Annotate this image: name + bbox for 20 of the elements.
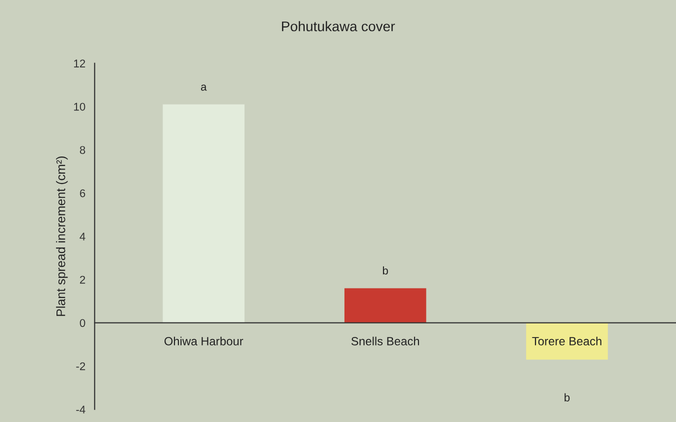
y-tick-label: -2 — [76, 362, 86, 370]
y-tick-label: 8 — [80, 146, 86, 154]
x-tick-label: Snells Beach — [351, 336, 420, 346]
y-tick-label: 6 — [80, 189, 86, 198]
y-tick-label: 0 — [80, 319, 86, 327]
annotation: b — [564, 393, 570, 402]
y-tick-label: -4 — [76, 406, 86, 414]
annotation: b — [382, 266, 388, 275]
y-axis-title: Plant spread increment (cm²) — [56, 156, 68, 316]
chart-title: Pohutukawa cover — [282, 21, 395, 32]
y-tick-label: 4 — [80, 232, 86, 240]
y-tick-label: 10 — [74, 102, 86, 111]
x-tick-label: Torere Beach — [532, 336, 602, 346]
y-tick-label: 12 — [74, 60, 86, 68]
y-tick-label: 2 — [80, 276, 86, 284]
x-tick-label: Ohiwa Harbour — [164, 336, 244, 346]
annotation: a — [201, 84, 207, 91]
bar — [162, 104, 245, 323]
bar — [526, 322, 608, 360]
bar — [344, 288, 426, 323]
